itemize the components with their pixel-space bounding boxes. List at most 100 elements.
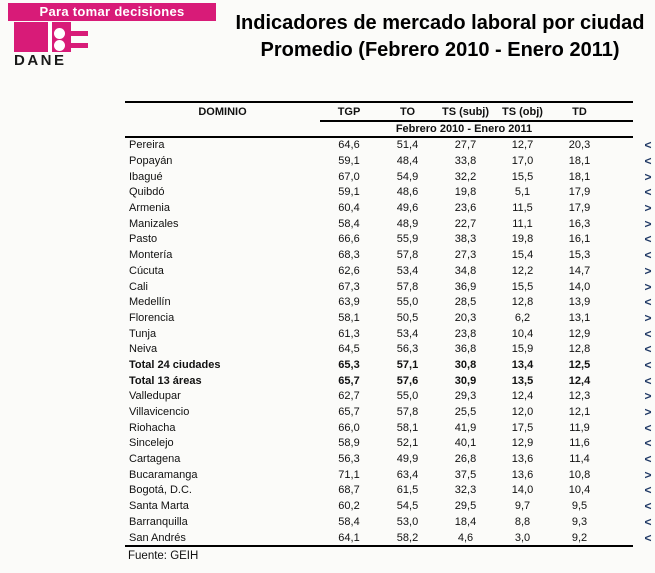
cell-to: 55,0 [396,390,419,403]
indicators-table: DOMINIO TGP TO TS (subj) TS (obj) TD Feb… [125,101,655,562]
table-bottom-rule [125,545,633,548]
table-row: Tunja 61,3 53,4 23,8 10,4 12,9 < [125,326,655,342]
table-row: Montería 68,3 57,8 27,3 15,4 15,3 < [125,247,655,263]
cell-domain: Valledupar [129,390,181,403]
cell-to: 54,9 [396,170,419,183]
cell-td: 11,6 [569,437,590,450]
table-header-row: DOMINIO TGP TO TS (subj) TS (obj) TD [125,103,655,120]
cell-tgp: 56,3 [338,453,360,466]
cell-to: 61,5 [396,484,419,497]
cell-tgp: 63,9 [338,296,360,309]
cell-domain: Villavicencio [129,406,190,419]
cell-td: 10,4 [568,484,591,497]
cell-domain: Sincelejo [129,437,174,450]
table-row: Neiva 64,5 56,3 36,8 15,9 12,8 < [125,341,655,357]
trend-arrow-icon: < [644,420,652,435]
cell-domain: Pereira [129,139,165,152]
cell-tgp: 65,7 [338,374,360,387]
cell-domain: Florencia [129,311,175,324]
cell-to: 57,8 [396,249,419,262]
cell-to: 57,6 [396,374,419,387]
trend-arrow-icon: > [644,467,652,482]
cell-tgp: 67,0 [338,170,360,183]
table-top-rule [125,101,633,103]
cell-to: 63,4 [396,468,419,481]
cell-ts-subj: 4,6 [457,531,474,544]
trend-arrow-icon: < [644,530,652,545]
cell-td: 12,1 [568,406,591,419]
cell-td: 17,9 [568,186,591,199]
cell-ts-obj: 6,2 [514,311,531,324]
cell-ts-subj: 34,8 [454,264,477,277]
cell-tgp: 66,0 [338,421,360,434]
cell-to: 56,3 [396,343,419,356]
cell-tgp: 68,3 [338,249,360,262]
cell-tgp: 58,4 [338,515,360,528]
trend-arrow-icon: < [644,295,652,310]
cell-to: 51,4 [396,139,419,152]
period-header: Febrero 2010 - Enero 2011 [395,122,533,135]
trend-arrow-icon: < [644,483,652,498]
cell-ts-obj: 15,5 [511,170,534,183]
cell-to: 53,4 [396,264,419,277]
cell-domain: Manizales [129,217,179,230]
cell-ts-obj: 3,0 [514,531,531,544]
table-row: Armenia 60,4 49,6 23,6 11,5 17,9 > [125,200,655,216]
cell-domain: Cartagena [129,453,181,466]
dane-slogan-banner: Para tomar decisiones [8,3,216,21]
cell-td: 11,9 [569,421,590,434]
col-header-to: TO [399,105,416,118]
cell-ts-obj: 9,7 [514,500,531,513]
cell-ts-obj: 12,2 [511,264,534,277]
cell-to: 58,1 [396,421,419,434]
cell-ts-obj: 13,6 [511,453,534,466]
dane-logo-notch [48,22,52,52]
cell-to: 55,0 [396,296,419,309]
cell-ts-obj: 11,1 [512,217,533,230]
cell-ts-subj: 32,3 [454,484,477,497]
table-row: Cali 67,3 57,8 36,9 15,5 14,0 > [125,279,655,295]
table-row: Medellín 63,9 55,0 28,5 12,8 13,9 < [125,294,655,310]
cell-td: 9,3 [571,515,588,528]
col-header-ts-obj: TS (obj) [502,105,543,118]
dane-logo-circle [54,28,65,39]
table-row: Bucaramanga 71,1 63,4 37,5 13,6 10,8 > [125,467,655,483]
cell-tgp: 64,1 [338,531,360,544]
cell-to: 55,9 [396,233,419,246]
cell-tgp: 59,1 [338,155,360,168]
cell-td: 12,3 [568,390,591,403]
cell-td: 17,9 [568,202,591,215]
page-title: Indicadores de mercado laboral por ciuda… [225,10,655,64]
cell-td: 12,4 [568,374,591,387]
cell-ts-subj: 18,4 [454,515,477,528]
trend-arrow-icon: < [644,232,652,247]
cell-ts-obj: 8,8 [514,515,531,528]
cell-domain: Bucaramanga [129,468,198,481]
table-row: Quibdó 59,1 48,6 19,8 5,1 17,9 < [125,185,655,201]
trend-arrow-icon: < [644,514,652,529]
trend-arrow-icon: < [644,342,652,357]
dane-logo-circle [54,40,65,51]
trend-arrow-icon: > [644,389,652,404]
cell-tgp: 68,7 [338,484,360,497]
cell-domain: Neiva [129,343,158,356]
cell-to: 48,4 [396,155,419,168]
trend-arrow-icon: < [644,436,652,451]
trend-arrow-icon: > [644,279,652,294]
cell-ts-subj: 20,3 [454,311,477,324]
cell-domain: Bogotá, D.C. [129,484,192,497]
cell-td: 13,9 [568,296,591,309]
col-header-ts-subj: TS (subj) [441,105,490,118]
cell-ts-subj: 37,5 [454,468,477,481]
cell-domain: Armenia [129,202,170,215]
cell-tgp: 65,3 [338,358,360,371]
cell-domain: Montería [129,249,173,262]
cell-domain: Cúcuta [129,264,164,277]
cell-domain: Cali [129,280,148,293]
cell-td: 18,1 [568,155,591,168]
cell-ts-subj: 25,5 [454,406,477,419]
cell-td: 9,5 [571,500,588,513]
table-row: Total 13 áreas 65,7 57,6 30,9 13,5 12,4 … [125,373,655,389]
cell-ts-obj: 14,0 [511,484,534,497]
